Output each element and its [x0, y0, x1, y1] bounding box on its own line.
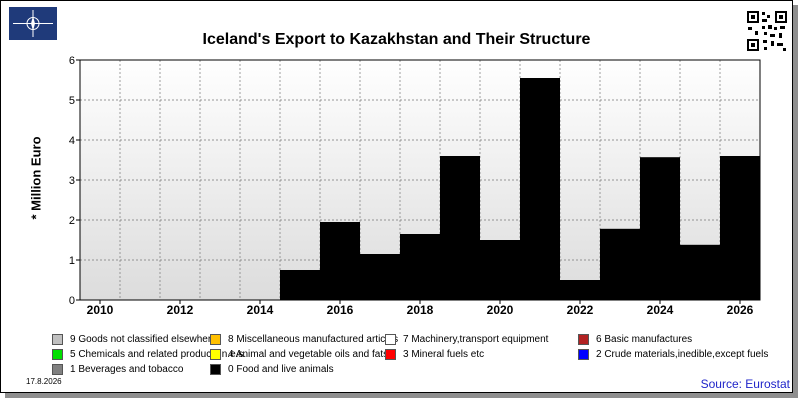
bar-2021 — [520, 78, 560, 300]
legend-label: 9 Goods not classified elsewhere — [70, 334, 217, 345]
x-tick-label: 2010 — [87, 303, 114, 317]
bar-2024 — [640, 157, 680, 300]
x-tick-label: 2020 — [487, 303, 514, 317]
legend-label: 6 Basic manufactures — [596, 334, 693, 345]
legend-swatch — [210, 364, 221, 375]
legend-item: 5 Chemicals and related products,n.e.s. — [52, 349, 246, 360]
legend-item: 3 Mineral fuels etc — [385, 349, 484, 360]
legend-swatch — [385, 334, 396, 345]
date-stamp: 17.8.2026 — [26, 377, 62, 386]
bar-2023 — [600, 228, 640, 300]
y-tick-label: 6 — [69, 55, 75, 67]
x-tick-label: 2026 — [727, 303, 754, 317]
bar-2016 — [320, 222, 360, 300]
nato-logo-icon — [9, 7, 57, 40]
bar-2020 — [480, 240, 520, 300]
bar-2019 — [440, 156, 480, 300]
legend-item: 4 Animal and vegetable oils and fats — [210, 349, 388, 360]
legend-swatch — [52, 349, 63, 360]
x-ticks: 2010 2012 2014 2016 2018 2020 2022 2024 2026 — [87, 300, 754, 317]
legend-label: 4 Animal and vegetable oils and fats — [228, 349, 389, 360]
y-ticks: 0 1 2 3 4 5 6 — [69, 55, 80, 307]
legend-label: 7 Machinery,transport equipment — [403, 334, 549, 345]
legend-label: 3 Mineral fuels etc — [403, 349, 485, 360]
bar-2025 — [680, 244, 720, 300]
legend-item: 2 Crude materials,inedible,except fuels — [578, 349, 768, 360]
bar-2017 — [360, 254, 400, 300]
legend-label: 2 Crude materials,inedible,except fuels — [596, 349, 769, 360]
legend-item: 0 Food and live animals — [210, 364, 334, 375]
bar-2026 — [720, 156, 760, 300]
legend-item: 9 Goods not classified elsewhere — [52, 334, 217, 345]
legend-label: 0 Food and live animals — [228, 364, 334, 375]
x-tick-label: 2022 — [567, 303, 594, 317]
y-tick-label: 3 — [69, 175, 75, 187]
legend-label: 8 Miscellaneous manufactured articles — [228, 334, 399, 345]
legend-item: 6 Basic manufactures — [578, 334, 692, 345]
legend-item: 7 Machinery,transport equipment — [385, 334, 548, 345]
legend-swatch — [578, 349, 589, 360]
bar-2022 — [560, 280, 600, 300]
y-tick-label: 5 — [69, 95, 75, 107]
bar-2018 — [400, 234, 440, 300]
legend-label: 5 Chemicals and related products,n.e.s. — [70, 349, 247, 360]
bar-2015 — [280, 270, 320, 300]
legend-swatch — [52, 364, 63, 375]
legend-swatch — [210, 334, 221, 345]
x-tick-label: 2018 — [407, 303, 434, 317]
legend-swatch — [52, 334, 63, 345]
chart-title: Iceland's Export to Kazakhstan and Their… — [202, 31, 591, 48]
y-tick-label: 2 — [69, 215, 75, 227]
legend-item: 1 Beverages and tobacco — [52, 364, 183, 375]
x-tick-label: 2024 — [647, 303, 674, 317]
y-tick-label: 0 — [69, 295, 75, 307]
legend-item: 8 Miscellaneous manufactured articles — [210, 334, 398, 345]
y-tick-label: 1 — [69, 255, 75, 267]
legend-swatch — [385, 349, 396, 360]
x-tick-label: 2014 — [247, 303, 274, 317]
legend-label: 1 Beverages and tobacco — [70, 364, 184, 375]
x-tick-label: 2012 — [167, 303, 194, 317]
y-tick-label: 4 — [69, 135, 75, 147]
legend-swatch — [210, 349, 221, 360]
bars — [280, 78, 760, 300]
x-tick-label: 2016 — [327, 303, 354, 317]
qr-code-icon — [746, 10, 788, 52]
source-note: Source: Eurostat — [700, 377, 790, 391]
legend-swatch — [578, 334, 589, 345]
